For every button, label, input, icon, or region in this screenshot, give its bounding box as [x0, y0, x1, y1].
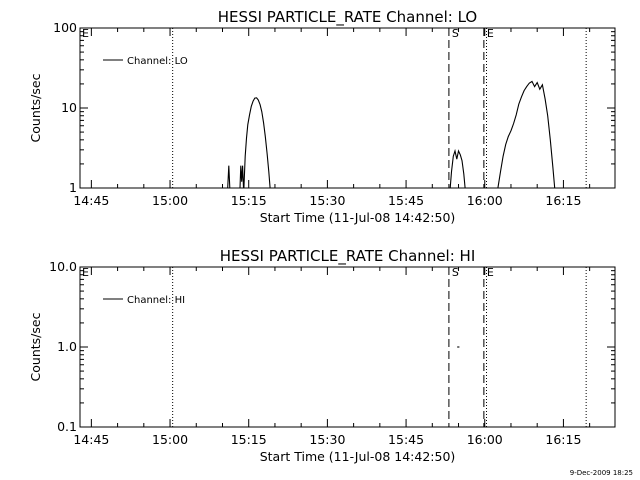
hi-channel-panel: HESSI PARTICLE_RATE Channel: HI 14:45 15:0… [28, 247, 616, 464]
y-tick-label: 1 [69, 180, 77, 195]
legend-label: Channel: HI [127, 295, 185, 306]
x-tick-label: 15:30 [309, 193, 345, 208]
marker-label-e: E [82, 266, 89, 279]
x-axis-label: Start Time (11-Jul-08 14:42:50) [260, 449, 456, 464]
y-axis-label: Counts/sec [28, 73, 43, 142]
x-axis-label: Start Time (11-Jul-08 14:42:50) [260, 210, 456, 225]
lo-channel-panel: HESSI PARTICLE_RATE Channel: LO 14:45 15:0… [28, 8, 616, 225]
y-tick-label: 10 [61, 100, 77, 115]
x-tick-label: 15:00 [152, 193, 188, 208]
y-tick-label: 1.0 [57, 339, 77, 354]
marker-label-s: S [452, 266, 459, 279]
x-tick-label: 15:45 [388, 432, 424, 447]
y-axis-label: Counts/sec [28, 312, 43, 381]
chart-title: HESSI PARTICLE_RATE Channel: HI [220, 247, 476, 266]
footer-timestamp: 9-Dec-2009 18:25 [570, 469, 633, 477]
y-tick-label: 10.0 [49, 259, 77, 274]
series-line [227, 80, 556, 189]
plot-frame [79, 266, 616, 428]
x-tick-label: 16:15 [545, 193, 581, 208]
x-tick-label: 16:00 [467, 193, 503, 208]
legend-label: Channel: LO [127, 56, 188, 67]
x-tick-label: 15:45 [388, 193, 424, 208]
marker-label-e: E [487, 266, 494, 279]
x-tick-label: 15:00 [152, 432, 188, 447]
y-tick-label: 0.1 [57, 419, 77, 434]
x-tick-label: 15:15 [231, 432, 267, 447]
x-tick-label: 16:00 [467, 432, 503, 447]
y-tick-label: 100 [53, 20, 77, 35]
chart-title: HESSI PARTICLE_RATE Channel: LO [218, 8, 477, 27]
marker-label-e: E [487, 27, 494, 40]
x-tick-label: 15:15 [231, 193, 267, 208]
marker-label-s: S [452, 27, 459, 40]
x-tick-label: 15:30 [309, 432, 345, 447]
plot-frame [79, 27, 616, 189]
x-tick-label: 14:45 [73, 193, 109, 208]
x-tick-label: 16:15 [545, 432, 581, 447]
x-tick-label: 14:45 [73, 432, 109, 447]
marker-label-e: E [82, 27, 89, 40]
